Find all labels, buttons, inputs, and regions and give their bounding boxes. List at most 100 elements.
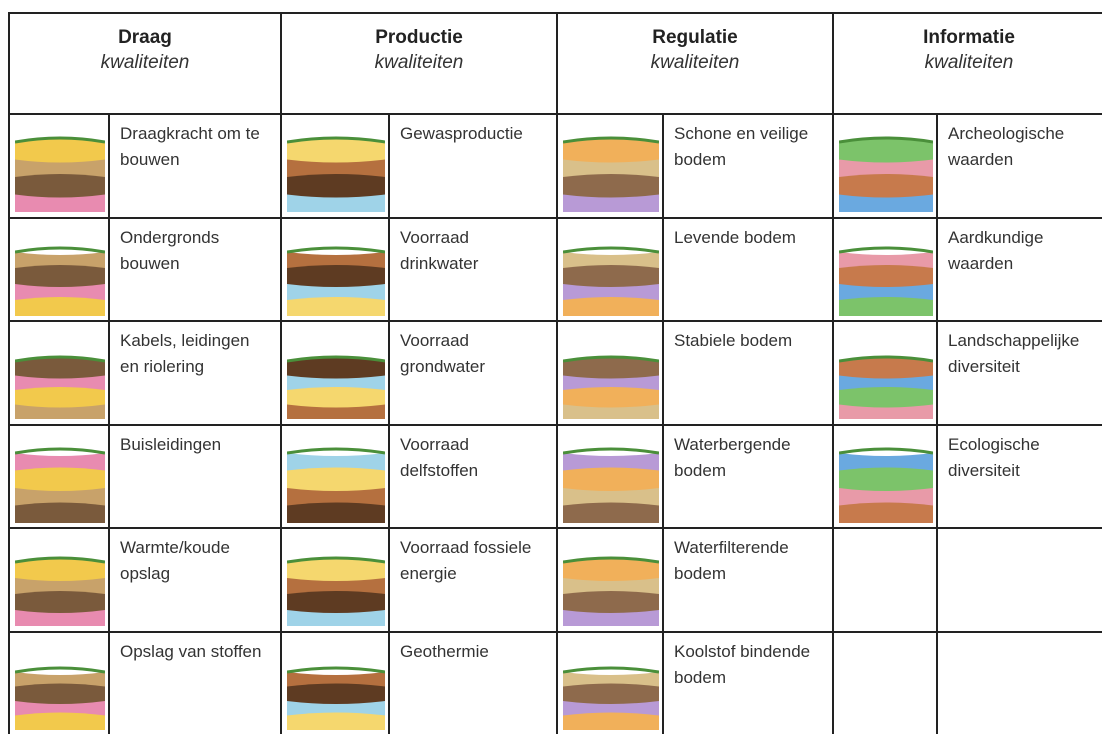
icon [839, 224, 933, 316]
label-cell: Buisleidingen [108, 424, 280, 528]
icon-cell [280, 217, 388, 321]
icon [287, 120, 385, 212]
icon-cell [832, 320, 936, 424]
icon [287, 431, 385, 523]
grass-line [839, 449, 933, 453]
label-cell: Archeologische waarden [936, 113, 1102, 217]
icon [563, 534, 659, 626]
icon-cell [832, 217, 936, 321]
icon-cell [832, 527, 936, 631]
soil-layer [563, 297, 659, 316]
icon-cell [280, 424, 388, 528]
label-cell: Geothermie [388, 631, 556, 734]
label-cell: Waterfilterende bodem [662, 527, 832, 631]
soil-layer [15, 297, 105, 316]
quality-label: Warmte/koude opslag [120, 535, 272, 587]
icon-cell [556, 217, 662, 321]
column-title: Productie [282, 26, 556, 50]
soil-layer [839, 502, 933, 523]
column-title: Draag [10, 26, 280, 50]
icon [839, 431, 933, 523]
icon [287, 638, 385, 730]
soil-layer [287, 712, 385, 730]
icon [15, 431, 105, 523]
label-cell: Landschappelijke diversiteit [936, 320, 1102, 424]
icon-cell [8, 217, 108, 321]
quality-label: Geothermie [400, 639, 548, 665]
icon-cell [832, 424, 936, 528]
icon-cell [8, 424, 108, 528]
icon-cell [8, 631, 108, 734]
quality-label: Buisleidingen [120, 432, 272, 458]
icon [563, 431, 659, 523]
grass-line [563, 449, 659, 453]
icon-cell [280, 320, 388, 424]
label-cell: Voorraad delfstoffen [388, 424, 556, 528]
soil-layer [563, 712, 659, 730]
quality-label: Voorraad grondwater [400, 328, 548, 380]
quality-label: Archeologische waarden [948, 121, 1096, 173]
label-cell: Voorraad grondwater [388, 320, 556, 424]
soil-layer [287, 297, 385, 316]
quality-label: Voorraad drinkwater [400, 225, 548, 277]
icon-cell [8, 320, 108, 424]
grass-line [15, 449, 105, 453]
icon [15, 327, 105, 419]
label-cell [936, 631, 1102, 734]
label-cell: Draagkracht om te bouwen [108, 113, 280, 217]
icon [287, 224, 385, 316]
grass-line [287, 248, 385, 252]
column-subtitle: kwaliteiten [282, 50, 556, 76]
quality-label: Opslag van stoffen [120, 639, 272, 665]
quality-label: Koolstof bindende bodem [674, 639, 824, 691]
label-cell: Stabiele bodem [662, 320, 832, 424]
icon [287, 327, 385, 419]
icon [15, 638, 105, 730]
column-title: Informatie [834, 26, 1102, 50]
label-cell: Waterbergende bodem [662, 424, 832, 528]
icon-cell [280, 527, 388, 631]
quality-label: Waterfilterende bodem [674, 535, 824, 587]
grass-line [563, 248, 659, 252]
quality-label: Voorraad fossiele energie [400, 535, 548, 587]
icon [563, 638, 659, 730]
quality-label: Gewasproductie [400, 121, 548, 147]
quality-label: Draagkracht om te bouwen [120, 121, 272, 173]
column-title: Regulatie [558, 26, 832, 50]
icon-cell [556, 424, 662, 528]
label-cell: Schone en veilige bodem [662, 113, 832, 217]
soil-layer [15, 712, 105, 730]
icon [563, 224, 659, 316]
icon [15, 534, 105, 626]
icon [287, 534, 385, 626]
label-cell: Gewasproductie [388, 113, 556, 217]
soil-layer [15, 502, 105, 523]
column-subtitle: kwaliteiten [834, 50, 1102, 76]
icon-cell [556, 320, 662, 424]
icon-cell [832, 631, 936, 734]
icon [839, 120, 933, 212]
quality-label: Landschappelijke diversiteit [948, 328, 1096, 380]
label-cell: Ondergronds bouwen [108, 217, 280, 321]
grass-line [15, 668, 105, 672]
quality-label: Waterbergende bodem [674, 432, 824, 484]
icon-cell [556, 631, 662, 734]
label-cell: Kabels, leidingen en riolering [108, 320, 280, 424]
icon-cell [556, 527, 662, 631]
icon [563, 120, 659, 212]
label-cell: Levende bodem [662, 217, 832, 321]
label-cell: Aardkundige waarden [936, 217, 1102, 321]
icon [563, 327, 659, 419]
quality-label: Voorraad delfstoffen [400, 432, 548, 484]
icon [15, 224, 105, 316]
soil-layer [287, 502, 385, 523]
column-subtitle: kwaliteiten [10, 50, 280, 76]
label-cell: Voorraad fossiele energie [388, 527, 556, 631]
label-cell: Voorraad drinkwater [388, 217, 556, 321]
quality-label: Ondergronds bouwen [120, 225, 272, 277]
grass-line [563, 668, 659, 672]
grass-line [15, 248, 105, 252]
